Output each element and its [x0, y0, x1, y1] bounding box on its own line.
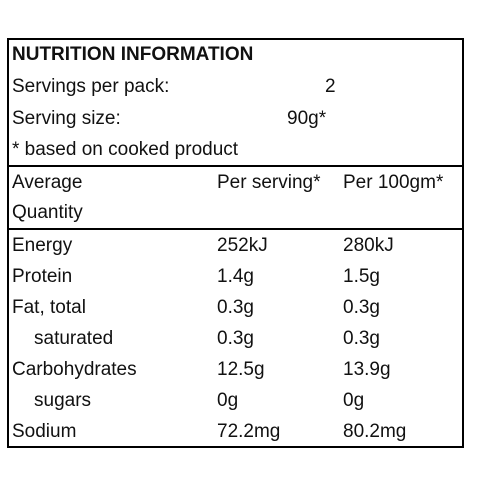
nutrient-value: 80.2mg	[343, 421, 407, 442]
nutrient-value: 0.3g	[217, 328, 254, 349]
nutrient-name: Sodium	[12, 421, 77, 442]
nutrient-value: 0.3g	[217, 297, 254, 318]
nutrient-value: 252kJ	[217, 235, 268, 256]
serving-size-value: 90g*	[287, 108, 327, 129]
nutrient-name: Fat, total	[12, 297, 86, 318]
nutrient-value: 0g	[217, 390, 239, 411]
nutrient-value: 0g	[343, 390, 365, 411]
nutrient-name: saturated	[34, 328, 114, 349]
note: * based on cooked product	[12, 139, 239, 160]
servings-label: Servings per pack:	[12, 76, 170, 97]
column-header: Per serving*	[217, 172, 321, 193]
label-box	[7, 38, 464, 448]
column-header: Average	[12, 172, 83, 193]
nutrient-name: sugars	[34, 390, 92, 411]
servings-value: 2	[325, 76, 336, 97]
nutrient-value: 0.3g	[343, 328, 380, 349]
nutrient-name: Protein	[12, 266, 73, 287]
divider	[7, 228, 464, 230]
nutrient-value: 13.9g	[343, 359, 391, 380]
title: NUTRITION INFORMATION	[12, 44, 254, 65]
nutrient-value: 1.4g	[217, 266, 254, 287]
column-header: Per 100gm*	[343, 172, 444, 193]
nutrient-value: 0.3g	[343, 297, 380, 318]
nutrient-value: 280kJ	[343, 235, 394, 256]
nutrient-value: 1.5g	[343, 266, 380, 287]
nutrient-value: 12.5g	[217, 359, 265, 380]
nutrient-name: Carbohydrates	[12, 359, 137, 380]
serving-size-label: Serving size:	[12, 108, 121, 129]
nutrient-value: 72.2mg	[217, 421, 281, 442]
divider	[7, 165, 464, 167]
nutrient-name: Energy	[12, 235, 73, 256]
column-header: Quantity	[12, 202, 83, 223]
